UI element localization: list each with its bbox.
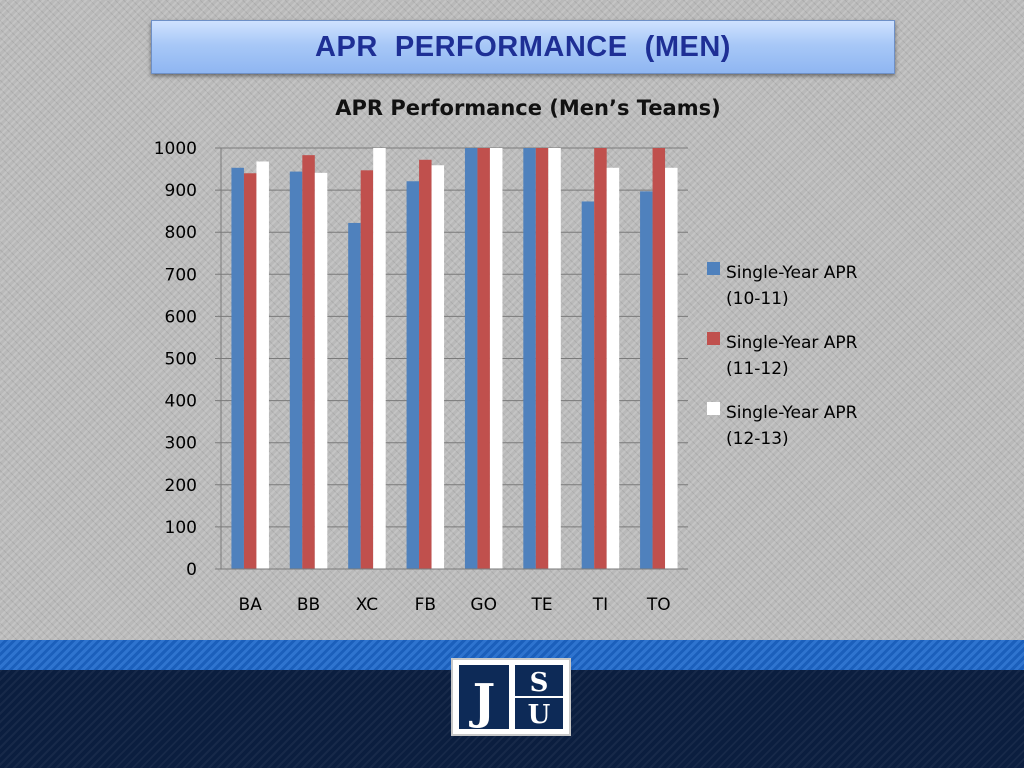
x-tick-label: FB: [415, 595, 436, 615]
y-tick-label: 900: [165, 181, 197, 201]
bar-ba-series-2: [243, 173, 257, 569]
bar-chart: APR Performance (Men’s Teams) 0 100 200 300…: [154, 96, 858, 615]
bar-go-series-1: [464, 148, 478, 569]
y-tick-label: 800: [165, 223, 197, 243]
x-tick-label: XC: [356, 595, 378, 615]
bar-bb-series-1: [289, 171, 303, 570]
y-tick-label: 400: [165, 392, 197, 412]
x-tick-label: TO: [646, 595, 671, 615]
bar-ti-series-3: [606, 167, 620, 570]
slide-title: APR PERFORMANCE (MEN): [315, 30, 731, 63]
bar-fb-series-2: [419, 159, 432, 569]
y-tick-label: 300: [165, 434, 197, 454]
chart-legend: Single-Year APR (10-11) Single-Year APR (11…: [707, 262, 858, 449]
x-tick-label: TI: [592, 595, 608, 615]
bar-go-series-3: [489, 148, 503, 569]
legend-swatch-1: [707, 262, 720, 275]
jsu-logo: J S U: [451, 658, 571, 736]
slide-title-banner: APR PERFORMANCE (MEN): [151, 20, 895, 74]
x-tick-label: TE: [530, 595, 552, 615]
chart-title: APR Performance (Men’s Teams): [335, 96, 720, 120]
y-tick-label: 600: [165, 307, 197, 327]
bar-to-series-2: [652, 148, 666, 569]
legend-label: (11-12): [726, 359, 789, 379]
bar-ba-series-3: [256, 161, 269, 570]
legend-label: (10-11): [726, 289, 789, 309]
legend-label: Single-Year APR: [726, 263, 858, 283]
y-tick-label: 500: [165, 350, 197, 370]
bar-te-series-3: [548, 148, 561, 569]
bar-to-series-3: [665, 167, 678, 570]
legend-swatch-3: [707, 402, 720, 415]
logo-letter-u: U: [528, 700, 551, 730]
bar-fb-series-1: [406, 181, 420, 569]
bar-ti-series-1: [581, 201, 595, 570]
x-tick-label: BB: [297, 595, 320, 615]
bar-bb-series-3: [314, 172, 328, 570]
bar-bb-series-2: [302, 155, 315, 570]
y-tick-label: 1000: [154, 139, 197, 159]
bar-xc-series-3: [373, 148, 386, 569]
legend-label: (12-13): [726, 429, 789, 449]
bar-fb-series-3: [431, 165, 445, 570]
chart-bars: [231, 148, 678, 570]
x-tick-label: BA: [239, 595, 263, 615]
bar-to-series-1: [640, 191, 653, 569]
bar-xc-series-1: [348, 222, 361, 570]
y-tick-label: 0: [186, 560, 197, 580]
logo-letter-s: S: [530, 668, 549, 698]
bar-te-series-2: [535, 148, 549, 569]
chart-axes: 0 100 200 300 400 500 600 700 800 900 1000 BA BB XC FB…: [154, 139, 688, 615]
logo-letter-j: J: [469, 674, 496, 730]
legend-swatch-2: [707, 332, 720, 345]
legend-label: Single-Year APR: [726, 403, 858, 423]
bar-go-series-2: [477, 148, 490, 569]
bar-ba-series-1: [231, 167, 244, 570]
bar-ti-series-2: [594, 148, 607, 569]
bar-xc-series-2: [360, 170, 374, 570]
y-tick-label: 700: [165, 265, 197, 285]
jsu-logo-mark: J S U: [459, 665, 563, 730]
y-tick-label: 100: [165, 518, 197, 538]
x-tick-label: GO: [470, 595, 497, 615]
legend-label: Single-Year APR: [726, 333, 858, 353]
y-tick-label: 200: [165, 476, 197, 496]
bar-te-series-1: [523, 148, 536, 569]
